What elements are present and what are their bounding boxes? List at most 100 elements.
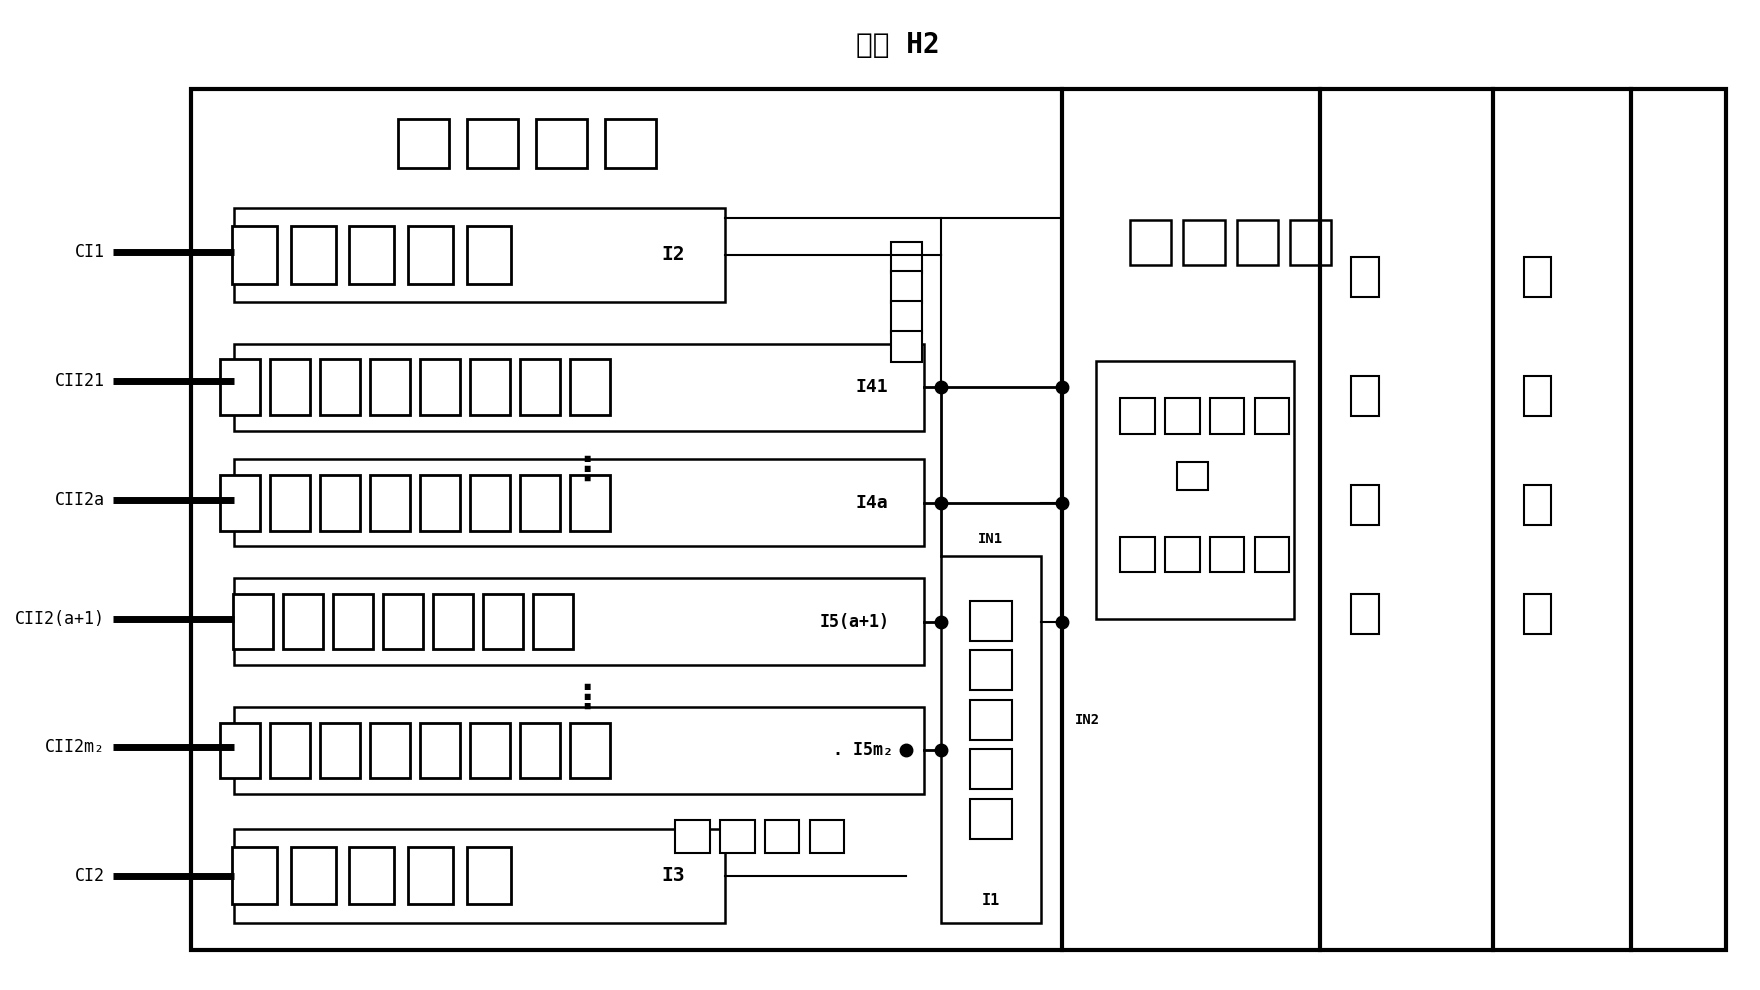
Bar xyxy=(269,359,310,415)
Bar xyxy=(320,475,359,531)
Bar xyxy=(942,556,1040,923)
Bar xyxy=(470,723,510,778)
Bar xyxy=(604,119,656,168)
Bar xyxy=(234,344,924,431)
Bar xyxy=(891,271,922,303)
Text: CII21: CII21 xyxy=(55,372,104,390)
Bar xyxy=(891,242,922,273)
Bar xyxy=(676,820,709,853)
Bar xyxy=(1524,376,1551,416)
Bar xyxy=(1096,361,1294,619)
Bar xyxy=(970,601,1012,641)
Bar xyxy=(1352,594,1378,634)
Bar xyxy=(470,475,510,531)
Bar xyxy=(433,594,473,649)
Bar xyxy=(1290,220,1332,264)
Bar xyxy=(348,227,394,284)
Bar xyxy=(408,846,452,905)
Text: I4a: I4a xyxy=(855,494,889,512)
Bar xyxy=(766,820,799,853)
Bar xyxy=(970,650,1012,690)
Bar xyxy=(232,227,276,284)
Bar xyxy=(220,359,260,415)
Text: 节点 H2: 节点 H2 xyxy=(855,31,940,58)
Bar xyxy=(970,700,1012,740)
Bar xyxy=(1524,485,1551,525)
Bar xyxy=(384,594,422,649)
Bar xyxy=(1209,398,1244,434)
Bar xyxy=(466,227,512,284)
Bar xyxy=(290,846,336,905)
Bar xyxy=(519,723,560,778)
Bar xyxy=(370,475,410,531)
Bar xyxy=(1165,398,1200,434)
Text: I5(a+1): I5(a+1) xyxy=(820,613,889,631)
Bar xyxy=(519,359,560,415)
Bar xyxy=(570,475,609,531)
Bar xyxy=(1237,220,1278,264)
Bar xyxy=(970,749,1012,789)
Text: CII2(a+1): CII2(a+1) xyxy=(14,610,104,628)
Bar xyxy=(220,475,260,531)
Text: IN2: IN2 xyxy=(1075,713,1100,727)
Text: CI1: CI1 xyxy=(74,244,104,261)
Bar xyxy=(220,723,260,778)
Text: . I5m₂: . I5m₂ xyxy=(832,742,894,759)
Bar xyxy=(370,359,410,415)
Bar xyxy=(1352,376,1378,416)
Bar xyxy=(1524,257,1551,297)
Bar xyxy=(290,227,336,284)
Bar xyxy=(398,119,449,168)
Bar xyxy=(570,359,609,415)
Bar xyxy=(466,846,512,905)
Bar xyxy=(269,475,310,531)
Bar xyxy=(320,723,359,778)
Bar xyxy=(421,475,459,531)
Bar xyxy=(190,89,1725,950)
Bar xyxy=(421,723,459,778)
Bar xyxy=(348,846,394,905)
Bar xyxy=(533,594,572,649)
Bar xyxy=(234,707,924,794)
Bar xyxy=(269,723,310,778)
Bar xyxy=(1524,594,1551,634)
Bar xyxy=(1255,537,1288,572)
Bar xyxy=(234,829,725,923)
Bar xyxy=(1119,398,1155,434)
Text: I3: I3 xyxy=(662,866,685,885)
Text: I41: I41 xyxy=(855,378,889,396)
Bar xyxy=(535,119,588,168)
Bar xyxy=(570,723,609,778)
Text: ⋮: ⋮ xyxy=(570,681,604,715)
Text: I2: I2 xyxy=(662,246,685,264)
Bar xyxy=(232,846,276,905)
Text: I1: I1 xyxy=(982,893,1000,909)
Bar xyxy=(1255,398,1288,434)
Bar xyxy=(234,208,725,302)
Bar xyxy=(1183,220,1225,264)
Bar xyxy=(333,594,373,649)
Bar xyxy=(1352,485,1378,525)
Bar xyxy=(232,594,273,649)
Bar xyxy=(370,723,410,778)
Bar xyxy=(891,301,922,333)
Bar xyxy=(810,820,845,853)
Bar xyxy=(466,119,517,168)
Bar xyxy=(891,331,922,362)
Bar xyxy=(234,578,924,665)
Text: CI2: CI2 xyxy=(74,867,104,885)
Bar xyxy=(1352,257,1378,297)
Text: CII2m₂: CII2m₂ xyxy=(44,739,104,756)
Text: ⋮: ⋮ xyxy=(570,453,604,487)
Bar xyxy=(720,820,755,853)
Bar xyxy=(283,594,322,649)
Bar xyxy=(408,227,452,284)
Bar xyxy=(1177,462,1207,490)
Bar xyxy=(1119,537,1155,572)
Text: CII2a: CII2a xyxy=(55,491,104,509)
Bar xyxy=(421,359,459,415)
Bar xyxy=(470,359,510,415)
Bar xyxy=(320,359,359,415)
Bar xyxy=(1130,220,1170,264)
Bar xyxy=(234,459,924,546)
